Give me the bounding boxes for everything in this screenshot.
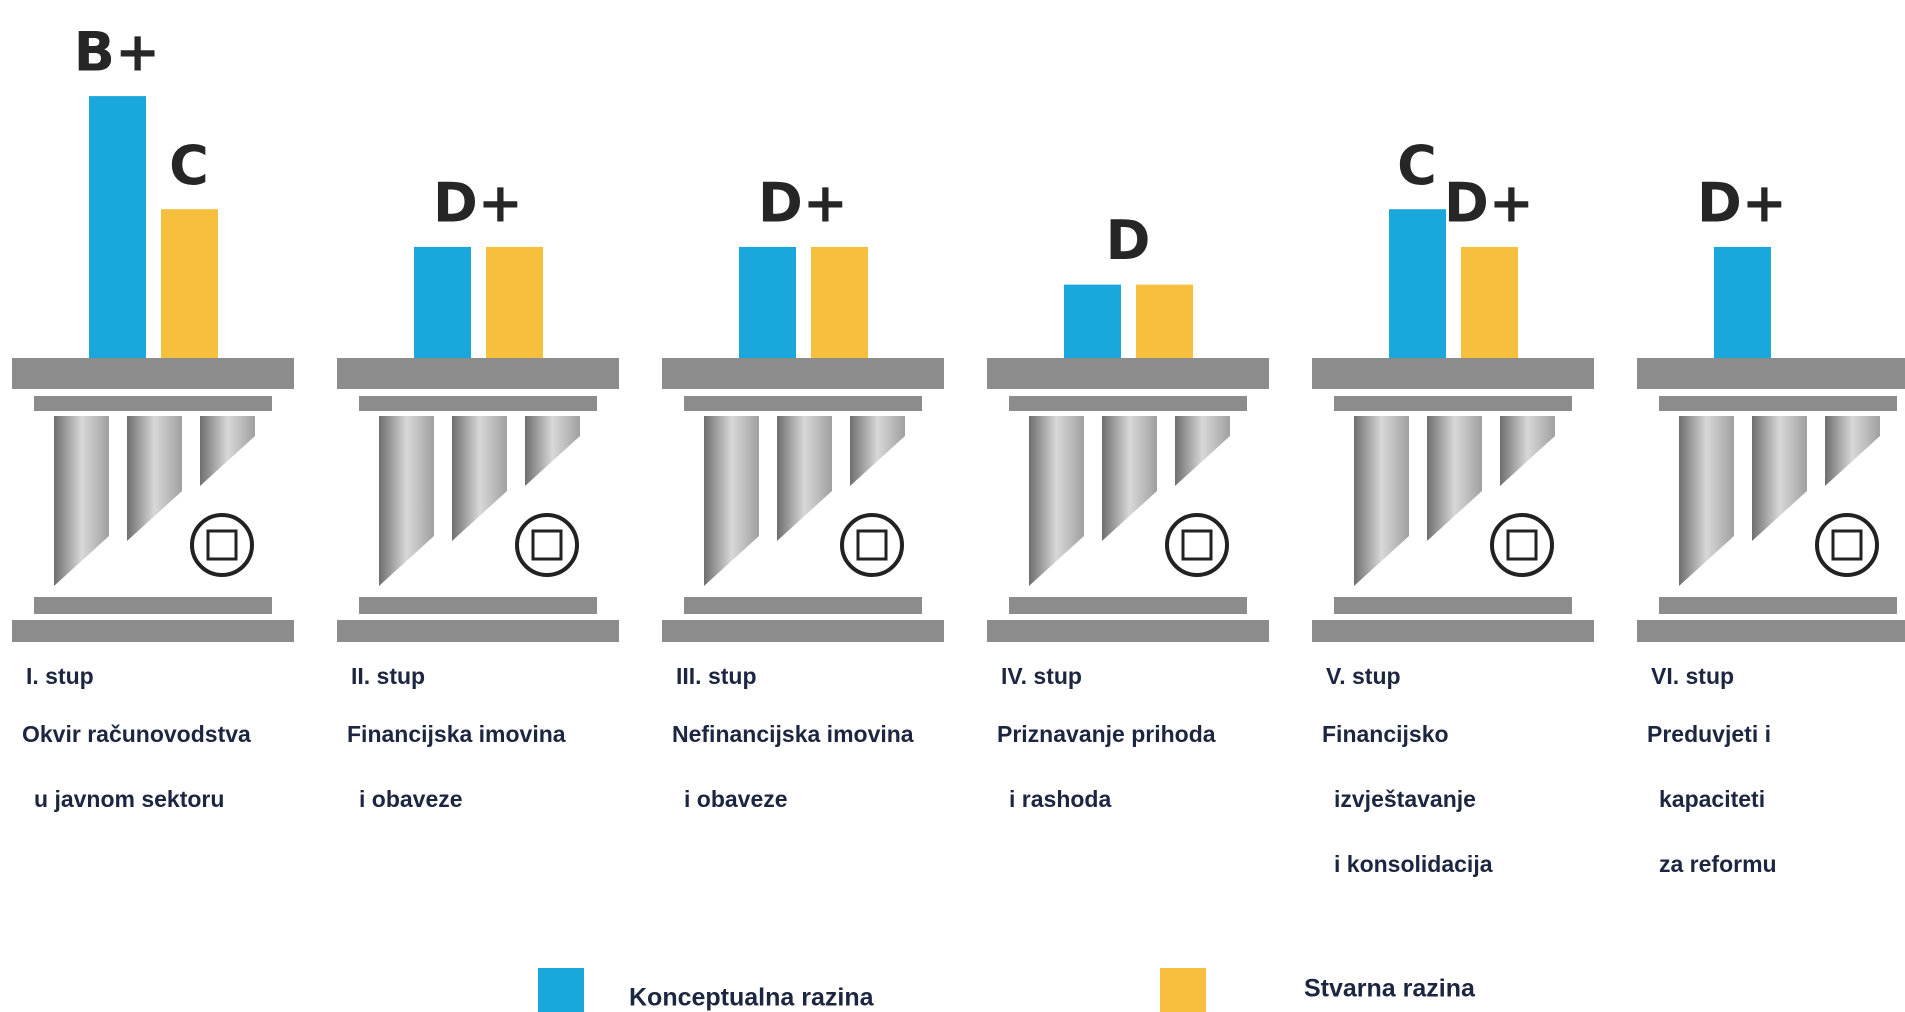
pillar-icon	[858, 531, 886, 559]
pillar-top	[662, 358, 944, 389]
pillar-description: izvještavanje	[1334, 786, 1476, 812]
pillar-top	[337, 358, 619, 389]
pillar-base	[337, 620, 619, 642]
pillar-description: kapaciteti	[1659, 786, 1765, 812]
pillar-band	[34, 396, 272, 411]
pillar-icon	[1167, 515, 1227, 575]
pillar-label: II. stup	[351, 663, 425, 689]
grade-label: D+	[433, 172, 523, 235]
pillar-description: Preduvjeti i	[1647, 721, 1771, 747]
pillar-icon	[842, 515, 902, 575]
pillar-column	[1175, 416, 1230, 486]
pillar-description: Financijsko	[1322, 721, 1449, 747]
chart: B+CI. stupOkvir računovodstvau javnom se…	[0, 0, 1905, 1012]
pillar-base	[1312, 620, 1594, 642]
legend-swatch	[1160, 968, 1206, 1012]
pillar-icon	[192, 515, 252, 575]
grade-label: D	[1106, 209, 1151, 272]
pillar-description: i obaveze	[359, 786, 463, 812]
pillar-label: IV. stup	[1001, 663, 1082, 689]
pillar-description: i obaveze	[684, 786, 788, 812]
pillar-column	[1102, 416, 1157, 541]
pillar-icon	[1833, 531, 1861, 559]
grade-label: C	[169, 134, 209, 197]
pillar-column	[704, 416, 759, 586]
pillar-column	[1679, 416, 1734, 586]
pillar-label: III. stup	[676, 663, 757, 689]
legend-label: Konceptualna razina	[629, 984, 875, 1012]
bar	[89, 96, 146, 360]
grade-label: D+	[1444, 172, 1534, 235]
pillar-base	[987, 620, 1269, 642]
pillar-column	[850, 416, 905, 486]
pillar-label: V. stup	[1326, 663, 1401, 689]
grade-label: C	[1397, 134, 1437, 197]
bar	[1064, 285, 1121, 360]
pillar-description: Financijska imovina	[347, 721, 566, 747]
pillar-band	[359, 597, 597, 614]
bar	[486, 247, 543, 360]
grade-label: D+	[1697, 172, 1787, 235]
pillar-top	[12, 358, 294, 389]
pillar-band	[684, 396, 922, 411]
pillar-band	[1334, 396, 1572, 411]
pillar-band	[1659, 396, 1897, 411]
bar	[414, 247, 471, 360]
pillar-column	[777, 416, 832, 541]
bar	[1389, 209, 1446, 360]
pillar-description: Nefinancijska imovina	[672, 721, 914, 747]
pillar-column	[1354, 416, 1409, 586]
pillar-band	[1659, 597, 1897, 614]
pillar-band	[1334, 597, 1572, 614]
bar	[739, 247, 796, 360]
pillar-column	[452, 416, 507, 541]
pillar-column	[1427, 416, 1482, 541]
pillar-top	[1637, 358, 1905, 389]
pillar-band	[359, 396, 597, 411]
legend-swatch	[538, 968, 584, 1012]
pillar-top	[987, 358, 1269, 389]
pillar-icon	[533, 531, 561, 559]
pillar-column	[54, 416, 109, 586]
pillar-icon	[517, 515, 577, 575]
pillar-band	[1009, 597, 1247, 614]
pillar-description: Priznavanje prihoda	[997, 721, 1216, 747]
pillar-icon	[208, 531, 236, 559]
pillar-icon	[1183, 531, 1211, 559]
bar	[811, 247, 868, 360]
bar	[1461, 247, 1518, 360]
pillar-band	[684, 597, 922, 614]
pillar-band	[34, 597, 272, 614]
pillar-column	[127, 416, 182, 541]
pillar-column	[1752, 416, 1807, 541]
pillar-column	[525, 416, 580, 486]
pillar-label: I. stup	[26, 663, 94, 689]
pillar-description: u javnom sektoru	[34, 786, 224, 812]
grade-label: D+	[758, 172, 848, 235]
pillar-column	[1500, 416, 1555, 486]
pillar-description: i konsolidacija	[1334, 851, 1493, 877]
pillar-icon	[1492, 515, 1552, 575]
pillar-description: za reformu	[1659, 851, 1777, 877]
pillar-column	[379, 416, 434, 586]
pillar-base	[662, 620, 944, 642]
pillar-description: i rashoda	[1009, 786, 1111, 812]
bar	[1136, 285, 1193, 360]
pillar-top	[1312, 358, 1594, 389]
grade-label: B+	[74, 21, 160, 84]
bar	[161, 209, 218, 360]
pillar-base	[12, 620, 294, 642]
pillar-band	[1009, 396, 1247, 411]
pillar-column	[1825, 416, 1880, 486]
bar	[1714, 247, 1771, 360]
pillar-icon	[1508, 531, 1536, 559]
pillar-icon	[1817, 515, 1877, 575]
pillar-label: VI. stup	[1651, 663, 1734, 689]
pillar-column	[200, 416, 255, 486]
pillar-description: Okvir računovodstva	[22, 721, 251, 747]
legend-label: Stvarna razina	[1304, 975, 1476, 1003]
pillar-column	[1029, 416, 1084, 586]
pillar-base	[1637, 620, 1905, 642]
